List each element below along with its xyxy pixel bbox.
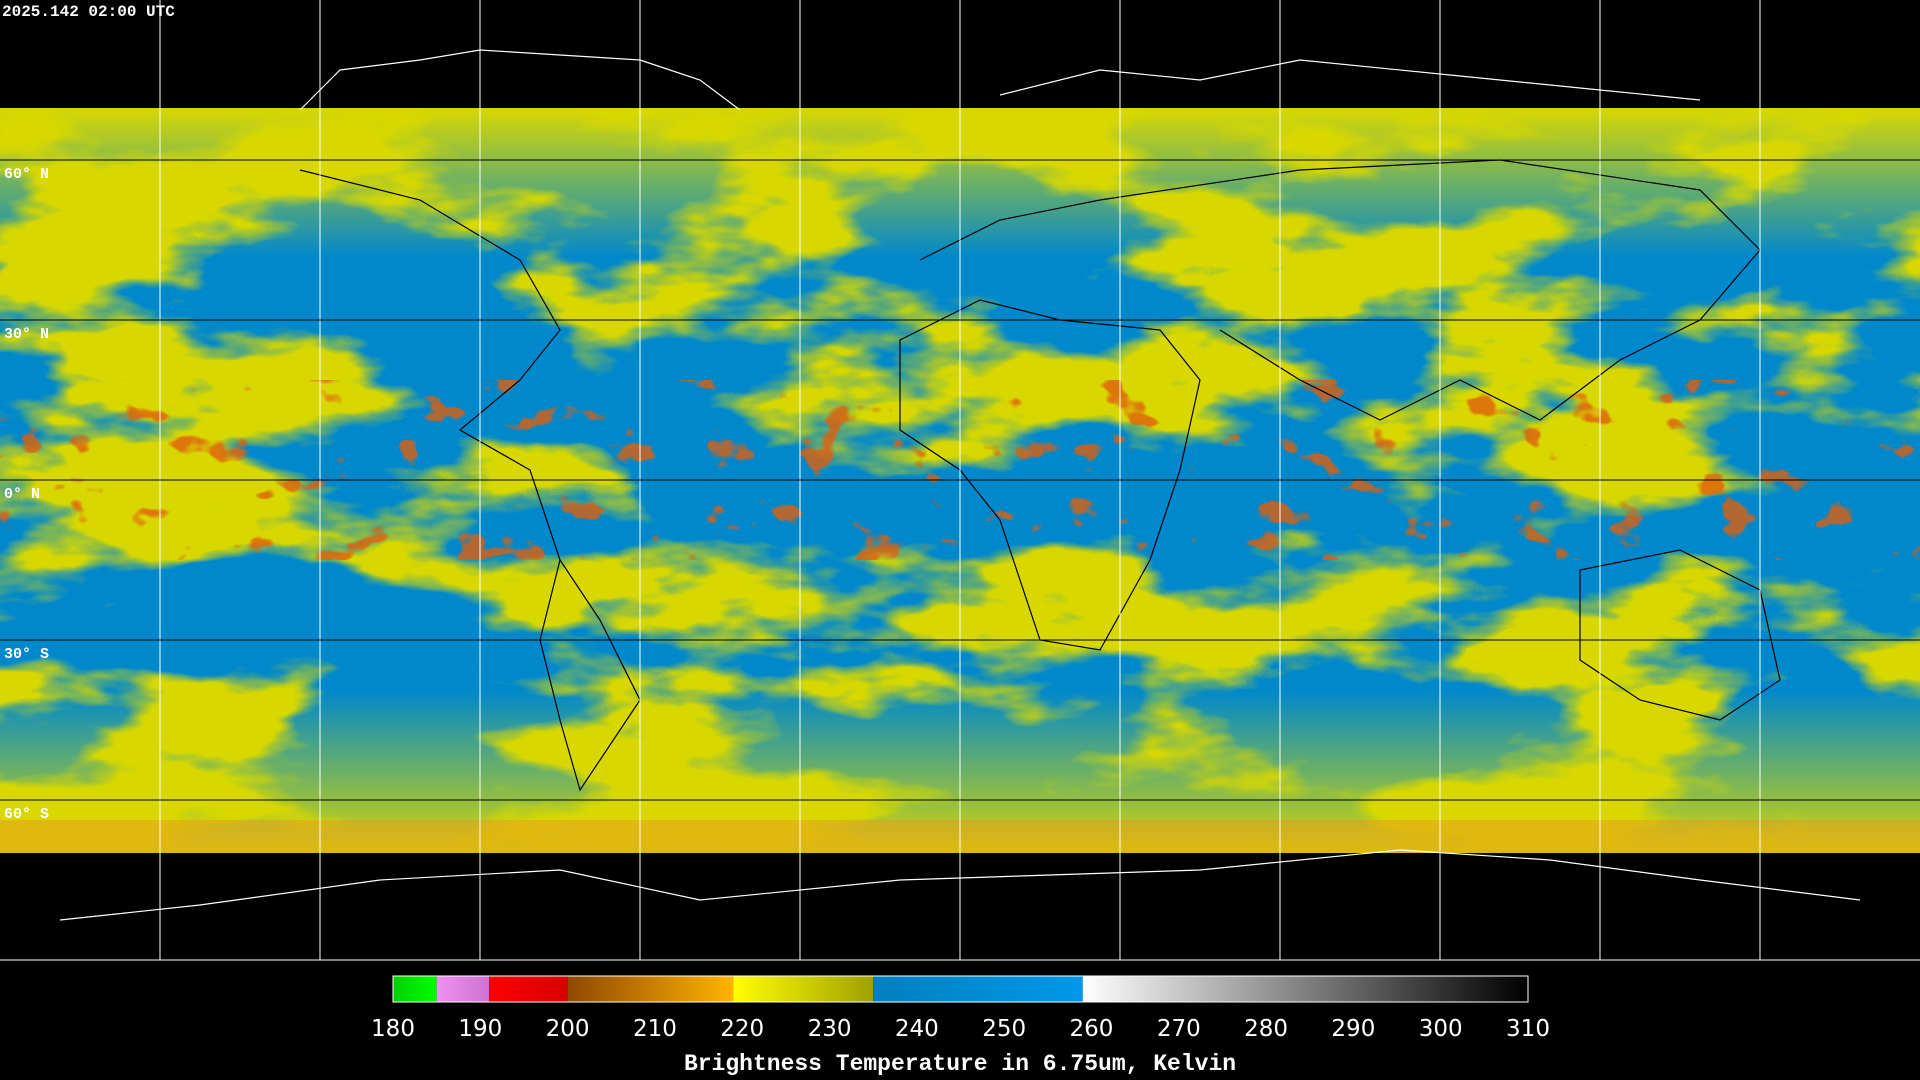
colorbar-tick-label: 250: [982, 1016, 1026, 1042]
colorbar-segment: [393, 976, 437, 1002]
colorbar-segment: [733, 976, 874, 1002]
colorbar-tick-label: 190: [458, 1016, 502, 1042]
colorbar-frame: [392, 975, 1529, 1003]
colorbar-segment: [873, 976, 1083, 1002]
colorbar-tick-label: 260: [1070, 1016, 1114, 1042]
colorbar: 180 190 200 210 220 230 240 250 260 270 280 290 300 3…: [371, 975, 1550, 1042]
colorbar-segment: [567, 976, 734, 1002]
colorbar-tick-label: 280: [1244, 1016, 1288, 1042]
colorbar-tick-label: 220: [720, 1016, 764, 1042]
colorbar-tick-label: 310: [1506, 1016, 1550, 1042]
colorbar-segment: [436, 976, 490, 1002]
colorbar-segment: [1082, 976, 1528, 1002]
colorbar-tick-label: 180: [371, 1016, 415, 1042]
timestamp: 2025.142 02:00 UTC: [2, 3, 175, 21]
colorbar-tick-label: 270: [1157, 1016, 1201, 1042]
coastlines: [299, 159, 1781, 792]
lat-label: 30° N: [4, 326, 49, 343]
colorbar-tick-label: 230: [808, 1016, 852, 1042]
lat-labels: 60° N 30° N 0° N 30° S 60° S: [4, 166, 49, 823]
colorbar-title: Brightness Temperature in 6.75um, Kelvin: [684, 1051, 1236, 1077]
lat-label: 30° S: [4, 646, 49, 663]
colorbar-tick-label: 200: [546, 1016, 590, 1042]
colorbar-tick-label: 290: [1331, 1016, 1375, 1042]
map: [0, 0, 1920, 961]
colorbar-tick-label: 210: [633, 1016, 677, 1042]
colorbar-segment: [489, 976, 568, 1002]
colorbar-tick-label: 300: [1419, 1016, 1463, 1042]
lat-label: 0° N: [4, 486, 40, 503]
lat-label: 60° S: [4, 806, 49, 823]
graticule-lat: [0, 159, 1920, 801]
colorbar-tick-label: 240: [895, 1016, 939, 1042]
lat-label: 60° N: [4, 166, 49, 183]
